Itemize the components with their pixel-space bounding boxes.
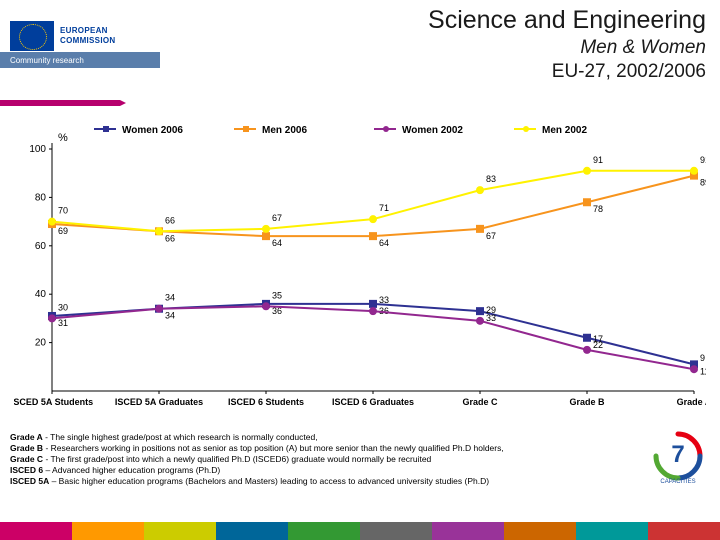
svg-text:71: 71 [379,203,389,213]
definition-line: ISCED 6 – Advanced higher education prog… [10,465,640,476]
svg-text:ISCED 5A Students: ISCED 5A Students [14,397,93,407]
community-research-band: Community research [0,52,160,68]
svg-text:34: 34 [165,311,175,321]
svg-text:29: 29 [486,305,496,315]
footer-segment [360,522,432,540]
svg-text:60: 60 [35,241,47,252]
svg-text:66: 66 [165,233,175,243]
fp7-capacities-logo: 7 CAPACITIES [650,428,706,484]
page-subtitle-1: Men & Women [428,37,706,59]
footer-segment [504,522,576,540]
svg-text:80: 80 [35,192,47,203]
svg-text:Grade B: Grade B [569,397,605,407]
svg-text:91: 91 [700,155,706,165]
eu-flag-icon [10,21,54,51]
page-subtitle-2: EU-27, 2002/2006 [428,61,706,83]
svg-text:70: 70 [58,206,68,216]
svg-text:ISCED 5A Graduates: ISCED 5A Graduates [115,397,203,407]
svg-text:100: 100 [29,144,46,155]
logo-line1: EUROPEAN [60,26,115,36]
header: EUROPEAN COMMISSION Community research S… [0,0,720,80]
svg-text:Women 2006: Women 2006 [122,125,183,136]
footer-segment [216,522,288,540]
fp7-caption: CAPACITIES [660,479,695,484]
svg-text:Men 2006: Men 2006 [262,125,307,136]
scissors-chart: 20 40 60 80 100% ISCED 5A Students ISCED 5A Gr… [14,115,706,415]
footer-segment [288,522,360,540]
svg-text:9: 9 [700,353,705,363]
svg-text:66: 66 [165,215,175,225]
definitions: Grade A - The single highest grade/post … [10,432,640,487]
svg-text:64: 64 [272,238,282,248]
title-block: Science and Engineering Men & Women EU-2… [428,6,706,83]
page-title: Science and Engineering [428,6,706,35]
footer-segment [0,522,72,540]
svg-text:ISCED 6 Students: ISCED 6 Students [228,397,304,407]
community-research-label: Community research [10,56,84,65]
definition-line: Grade B - Researchers working in positio… [10,443,640,454]
svg-text:34: 34 [165,293,175,303]
svg-text:11: 11 [700,366,706,376]
fp7-number: 7 [671,441,684,468]
svg-text:89: 89 [700,178,706,188]
svg-text:20: 20 [35,338,47,349]
footer-segment [648,522,720,540]
svg-text:91: 91 [593,155,603,165]
accent-bar [0,100,120,106]
logo-line2: COMMISSION [60,36,115,46]
svg-text:40: 40 [35,289,47,300]
svg-text:64: 64 [379,238,389,248]
logo-text: EUROPEAN COMMISSION [60,26,115,46]
footer-segment [144,522,216,540]
svg-text:%: % [58,132,68,144]
svg-text:Grade C: Grade C [462,397,498,407]
svg-text:67: 67 [272,213,282,223]
svg-text:35: 35 [272,290,282,300]
footer-segment [432,522,504,540]
svg-text:Men 2002: Men 2002 [542,125,587,136]
definition-line: Grade A - The single highest grade/post … [10,432,640,443]
svg-text:17: 17 [593,334,603,344]
footer-segment [72,522,144,540]
footer-color-bar [0,522,720,540]
definition-line: ISCED 5A – Basic higher education progra… [10,476,640,487]
svg-text:83: 83 [486,174,496,184]
svg-text:ISCED 6 Graduates: ISCED 6 Graduates [332,397,414,407]
svg-text:33: 33 [379,295,389,305]
svg-text:69: 69 [58,226,68,236]
svg-text:Women 2002: Women 2002 [402,125,463,136]
definition-line: Grade C - The first grade/post into whic… [10,454,640,465]
svg-text:78: 78 [593,204,603,214]
svg-text:67: 67 [486,231,496,241]
svg-text:30: 30 [58,302,68,312]
chart-svg: 20 40 60 80 100% ISCED 5A Students ISCED 5A Gr… [14,115,706,415]
svg-text:Grade A: Grade A [677,397,706,407]
svg-text:31: 31 [58,318,68,328]
footer-segment [576,522,648,540]
